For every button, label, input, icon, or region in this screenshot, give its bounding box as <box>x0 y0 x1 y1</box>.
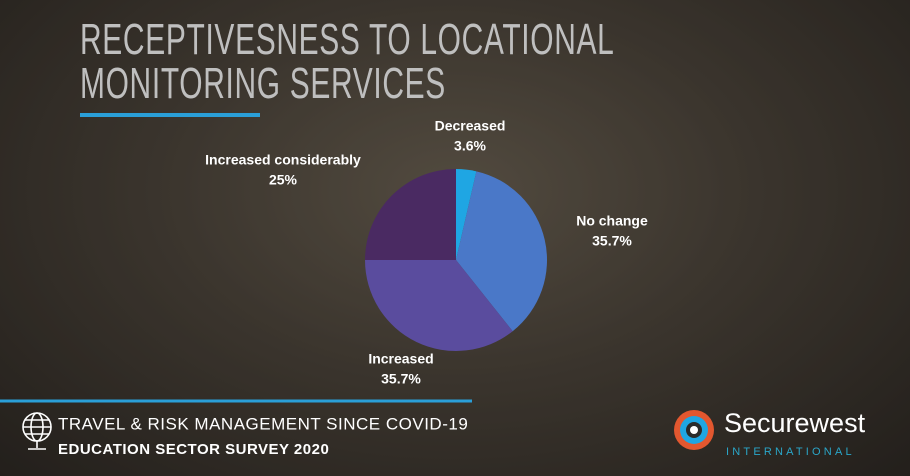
pie-slice <box>365 169 456 260</box>
slice-value: 35.7% <box>381 371 421 387</box>
chart-title: RECEPTIVESNESS TO LOCATIONAL MONITORING … <box>80 18 678 106</box>
slice-label: Increased <box>368 351 433 367</box>
slice-value: 3.6% <box>454 138 486 154</box>
pie-slice <box>456 169 477 260</box>
logo-tagline: INTERNATIONAL <box>726 446 855 458</box>
slice-label: Increased considerably <box>205 152 361 168</box>
slice-value: 25% <box>269 172 298 188</box>
logo-icon <box>674 410 714 450</box>
footer-line1: TRAVEL & RISK MANAGEMENT SINCE COVID-19 <box>58 414 468 433</box>
pie-slice <box>365 260 513 351</box>
logo-name: Securewest <box>724 408 866 438</box>
pie-slice <box>456 171 547 332</box>
footer-line2: EDUCATION SECTOR SURVEY 2020 <box>58 441 329 458</box>
slice-label: Decreased <box>435 118 506 134</box>
slice-label: No change <box>576 213 648 229</box>
globe-icon <box>22 412 52 450</box>
slice-value: 35.7% <box>592 233 632 249</box>
